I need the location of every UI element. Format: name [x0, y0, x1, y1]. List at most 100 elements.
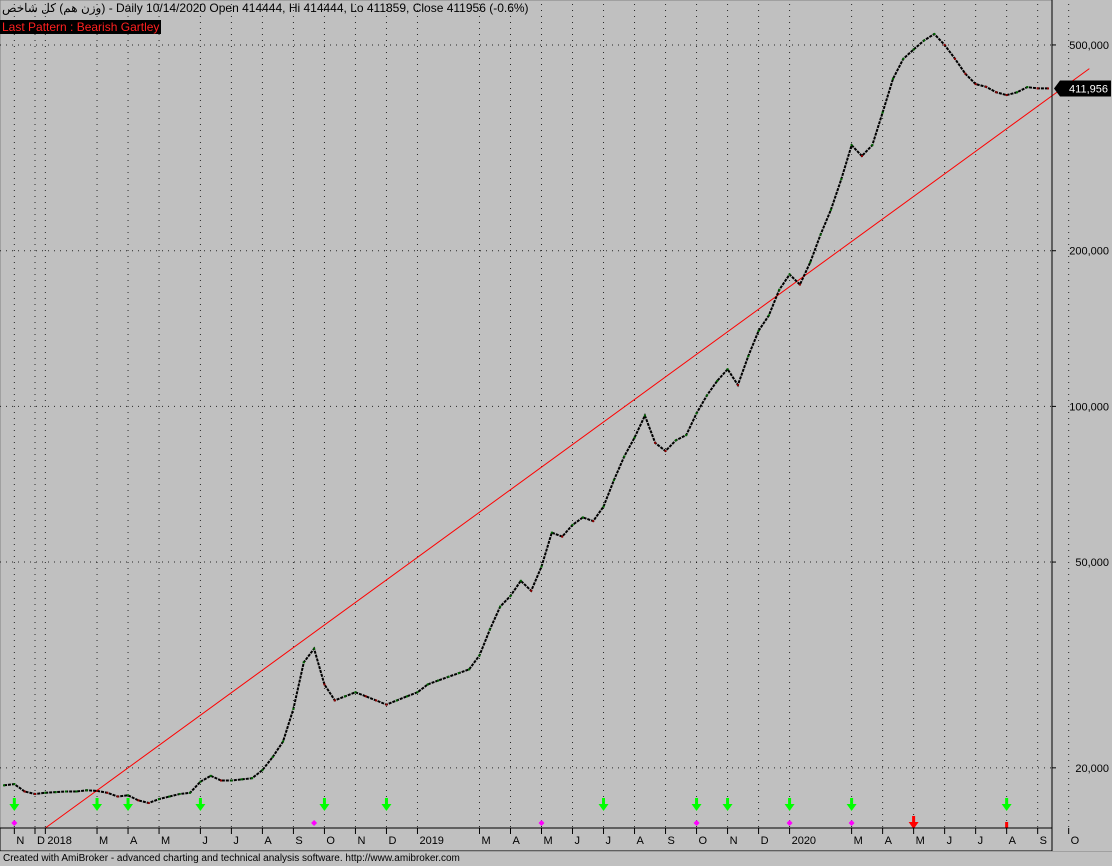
chart-title: وزن هم) کل شاخص) - Daily 10/14/2020 Open… [2, 1, 529, 15]
x-tick-label-11: N [357, 835, 365, 847]
x-tick-label-6: J [202, 835, 208, 847]
x-tick-label-5: M [161, 835, 170, 847]
buy-arrow-9 [784, 798, 795, 811]
price-point-12 [127, 794, 130, 797]
buy-arrow-5 [381, 798, 392, 811]
price-point-2 [23, 790, 26, 793]
y-tick-label-3: 200,000 [1069, 246, 1109, 258]
price-point-84 [871, 144, 874, 147]
buy-arrow-10 [846, 798, 857, 811]
y-tick-label-4: 500,000 [1069, 40, 1109, 52]
price-point-95 [984, 85, 987, 88]
price-point-1 [13, 783, 16, 786]
price-point-77 [798, 283, 801, 286]
x-tick-label-20: S [668, 835, 675, 847]
price-point-10 [106, 791, 109, 794]
price-line [3, 32, 1048, 805]
trend-line [45, 68, 1090, 829]
plot-frame [0, 0, 1053, 829]
pattern-marker-magenta-1 [311, 820, 318, 826]
price-point-40 [416, 691, 419, 694]
price-point-51 [530, 589, 533, 592]
x-tick-label-9: S [295, 835, 302, 847]
x-tick-label-32: O [1071, 835, 1080, 847]
price-point-80 [829, 208, 832, 211]
price-point-43 [447, 675, 450, 678]
price-point-89 [922, 39, 925, 42]
price-point-70 [726, 368, 729, 371]
x-tick-label-22: N [730, 835, 738, 847]
price-point-16 [168, 795, 171, 798]
price-point-59 [612, 479, 615, 482]
price-point-38 [395, 699, 398, 702]
price-point-30 [313, 647, 316, 650]
price-point-44 [457, 672, 460, 675]
x-tick-label-4: A [130, 835, 138, 847]
last-price-label: 411,956 [1069, 83, 1108, 95]
pattern-marker-magenta-4 [786, 820, 793, 826]
price-point-5 [54, 791, 57, 794]
price-point-49 [509, 594, 512, 597]
last-price-tag: 411,956 [1054, 80, 1111, 97]
price-point-47 [488, 628, 491, 631]
pattern-label: Last Pattern : Bearish Gartley [0, 20, 162, 34]
price-point-83 [860, 154, 863, 157]
price-point-66 [685, 434, 688, 437]
x-tick-label-27: M [916, 835, 925, 847]
price-point-79 [819, 233, 822, 236]
buy-arrow-1 [92, 798, 103, 811]
price-point-22 [230, 779, 233, 782]
pattern-marker-magenta-5 [848, 820, 855, 826]
price-point-0 [3, 784, 5, 787]
price-point-11 [116, 795, 119, 798]
price-point-45 [468, 668, 471, 671]
x-axis: N D 2018 M A M J J A S O N D 2019 M A M J J A S O N D 2020 M A M J J A… [0, 827, 1080, 851]
price-point-65 [674, 439, 677, 442]
price-point-4 [44, 791, 47, 794]
price-point-18 [189, 791, 192, 794]
price-point-26 [271, 755, 274, 758]
price-point-54 [561, 535, 564, 538]
price-point-97 [1005, 94, 1008, 97]
x-tick-label-29: J [978, 835, 984, 847]
price-point-13 [137, 799, 140, 802]
price-point-100 [1036, 87, 1039, 90]
price-point-94 [974, 83, 977, 86]
y-tick-label-1: 50,000 [1075, 557, 1109, 569]
x-tick-label-23: D [761, 835, 769, 847]
price-point-33 [344, 695, 347, 698]
price-point-35 [364, 695, 367, 698]
y-tick-label-0: 20,000 [1075, 763, 1109, 775]
price-point-46 [478, 654, 481, 657]
x-tick-label-21: O [699, 835, 708, 847]
price-point-57 [592, 520, 595, 523]
price-point-8 [85, 789, 88, 792]
price-point-52 [540, 565, 543, 568]
price-point-74 [767, 314, 770, 317]
x-tick-label-13: 2019 [419, 835, 443, 847]
price-point-23 [240, 778, 243, 781]
buy-arrow-2 [123, 798, 134, 811]
last-price-bg [1054, 80, 1111, 97]
price-point-34 [354, 691, 357, 694]
price-point-41 [426, 683, 429, 686]
price-point-78 [809, 261, 812, 264]
price-point-64 [664, 449, 667, 452]
sell-arrow-0 [908, 816, 919, 829]
x-tick-label-8: A [264, 835, 272, 847]
pattern-marker-magenta-2 [538, 820, 545, 826]
price-point-98 [1015, 91, 1018, 94]
price-point-19 [199, 780, 202, 783]
buy-arrow-4 [319, 798, 330, 811]
price-point-55 [571, 523, 574, 526]
x-tick-label-30: A [1009, 835, 1017, 847]
price-point-36 [375, 699, 378, 702]
price-point-48 [499, 605, 502, 608]
x-tick-label-12: D [388, 835, 396, 847]
price-point-50 [519, 579, 522, 582]
price-point-92 [953, 57, 956, 60]
pattern-marker-magenta-3 [693, 820, 700, 826]
price-point-21 [220, 779, 223, 782]
